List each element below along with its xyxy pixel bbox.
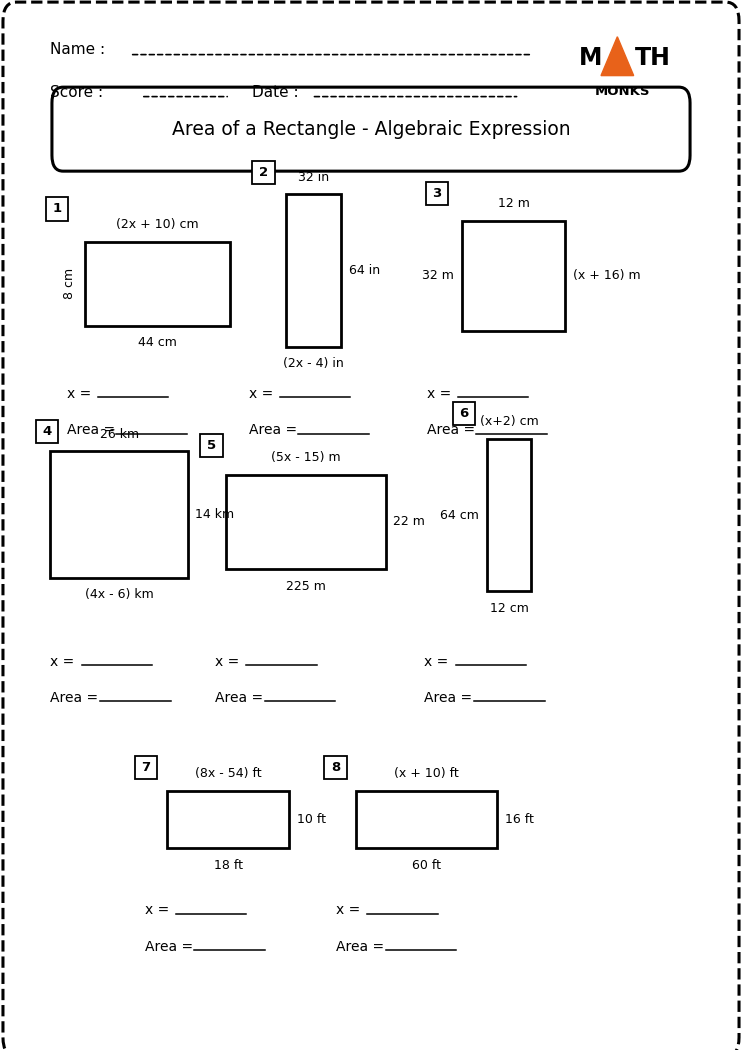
Text: x =: x = [215,654,240,669]
Text: Area =: Area = [50,691,99,706]
Bar [426,182,448,205]
Text: x =: x = [67,386,91,401]
Text: 1: 1 [53,203,62,215]
Text: x =: x = [336,903,361,918]
Bar [135,756,157,779]
Text: 22 m: 22 m [393,516,425,528]
Bar [167,791,289,848]
Text: (8x - 54) ft: (8x - 54) ft [195,768,261,780]
Text: 5: 5 [207,439,216,452]
Text: TH: TH [635,46,671,69]
Text: (4x - 6) km: (4x - 6) km [85,588,154,601]
Text: x =: x = [424,654,449,669]
Text: Name :: Name : [50,42,105,57]
Bar [324,756,347,779]
Text: 14 km: 14 km [195,508,234,521]
Bar [46,197,68,220]
Text: 44 cm: 44 cm [138,336,177,349]
Text: x =: x = [145,903,169,918]
Text: x =: x = [50,654,75,669]
Text: Area =: Area = [215,691,263,706]
Text: Date :: Date : [252,85,299,100]
Text: 10 ft: 10 ft [297,813,326,826]
Text: Area =: Area = [424,691,473,706]
Text: Area of a Rectangle - Algebraic Expression: Area of a Rectangle - Algebraic Expressi… [171,120,571,139]
Text: (5x - 15) m: (5x - 15) m [272,452,341,464]
Bar [286,194,341,346]
Text: 8 cm: 8 cm [63,268,76,299]
Text: (x+2) cm: (x+2) cm [479,416,539,428]
Text: 18 ft: 18 ft [214,859,243,872]
Text: 12 m: 12 m [498,197,529,210]
Bar [487,439,531,591]
Text: x =: x = [427,386,451,401]
Text: 7: 7 [142,761,151,774]
Text: 6: 6 [459,407,468,420]
Bar [226,475,386,569]
Text: 4: 4 [42,425,51,438]
Bar [252,161,275,184]
Text: 3: 3 [433,187,441,200]
Text: 32 m: 32 m [422,269,454,282]
Bar [453,402,475,425]
Text: (2x + 10) cm: (2x + 10) cm [116,218,199,231]
Text: 225 m: 225 m [286,580,326,592]
Text: 12 cm: 12 cm [490,602,528,614]
Text: Area =: Area = [145,940,193,954]
Text: 64 in: 64 in [349,264,380,277]
Text: (2x - 4) in: (2x - 4) in [283,357,344,370]
Text: 8: 8 [331,761,340,774]
Text: M: M [579,46,603,69]
Text: MONKS: MONKS [595,85,651,98]
Text: Area =: Area = [67,423,115,438]
Text: 2: 2 [259,166,268,179]
Bar [85,242,230,326]
Bar [200,434,223,457]
Text: (x + 16) m: (x + 16) m [573,269,640,282]
FancyBboxPatch shape [3,2,739,1050]
Bar [36,420,58,443]
Polygon shape [601,37,634,76]
Text: 16 ft: 16 ft [505,813,533,826]
FancyBboxPatch shape [52,87,690,171]
Text: 60 ft: 60 ft [412,859,441,872]
Text: 64 cm: 64 cm [441,508,479,522]
Text: Score :: Score : [50,85,104,100]
Bar [462,220,565,331]
Bar [356,791,497,848]
Text: Area =: Area = [427,423,475,438]
Text: Area =: Area = [336,940,384,954]
Bar [50,452,188,578]
Text: Area =: Area = [249,423,297,438]
Text: 32 in: 32 in [298,171,329,184]
Text: 26 km: 26 km [99,428,139,441]
Text: x =: x = [249,386,273,401]
Text: (x + 10) ft: (x + 10) ft [394,768,459,780]
